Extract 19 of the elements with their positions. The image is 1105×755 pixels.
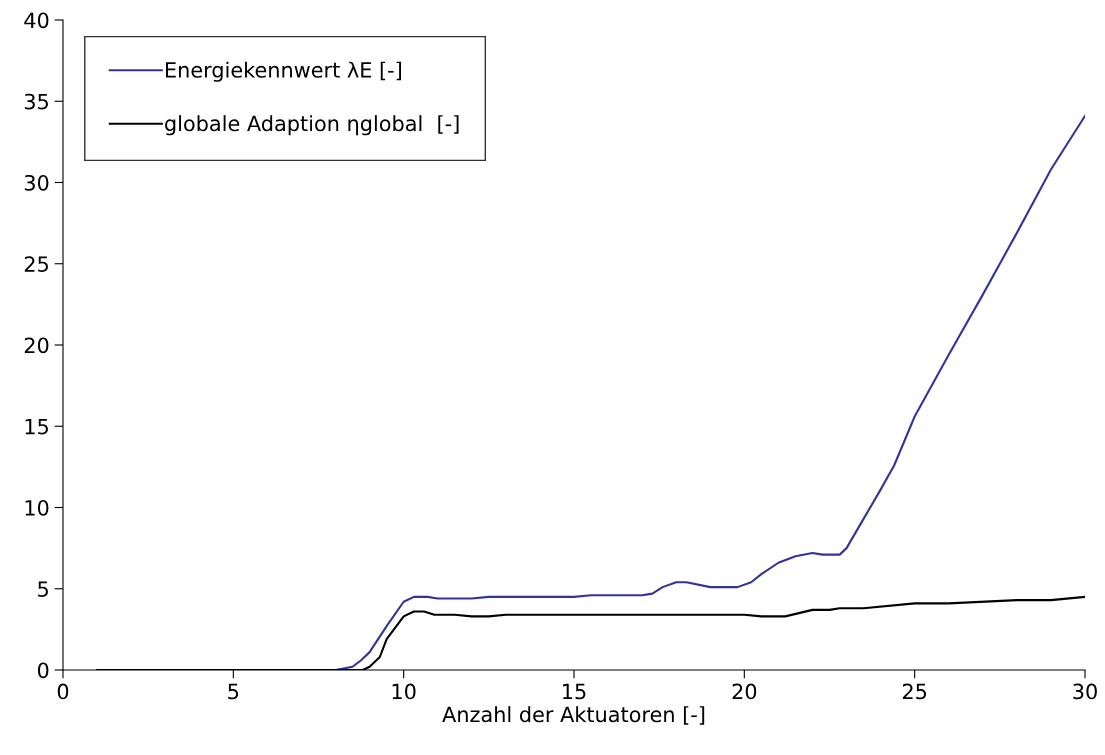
y-tick-label: 15 — [25, 418, 48, 435]
y-tick-label: 40 — [24, 12, 49, 29]
y-tick-label: 5 — [38, 581, 48, 597]
y-tick-label: 35 — [24, 93, 48, 110]
y-tick-label: 0 — [37, 662, 49, 679]
x-tick-label: 20 — [732, 683, 757, 700]
x-tick-label: 25 — [902, 683, 927, 700]
y-tick-label: 20 — [24, 337, 49, 354]
x-tick-label: 10 — [392, 683, 416, 700]
x-tick-label: 30 — [1073, 683, 1097, 700]
x-tick-label: 0 — [57, 683, 69, 700]
x-axis-title: Anzahl der Aktuatoren [-] — [442, 706, 705, 725]
y-tick-label: 25 — [24, 256, 48, 272]
legend-label: Energiekennwert λE [-] — [165, 61, 401, 82]
legend-label: globale Adaption ηglobal [-] — [165, 115, 459, 136]
x-tick-label: 15 — [563, 683, 586, 700]
y-tick-label: 10 — [25, 499, 49, 516]
y-tick-label: 30 — [24, 174, 49, 191]
x-tick-label: 5 — [228, 683, 239, 700]
